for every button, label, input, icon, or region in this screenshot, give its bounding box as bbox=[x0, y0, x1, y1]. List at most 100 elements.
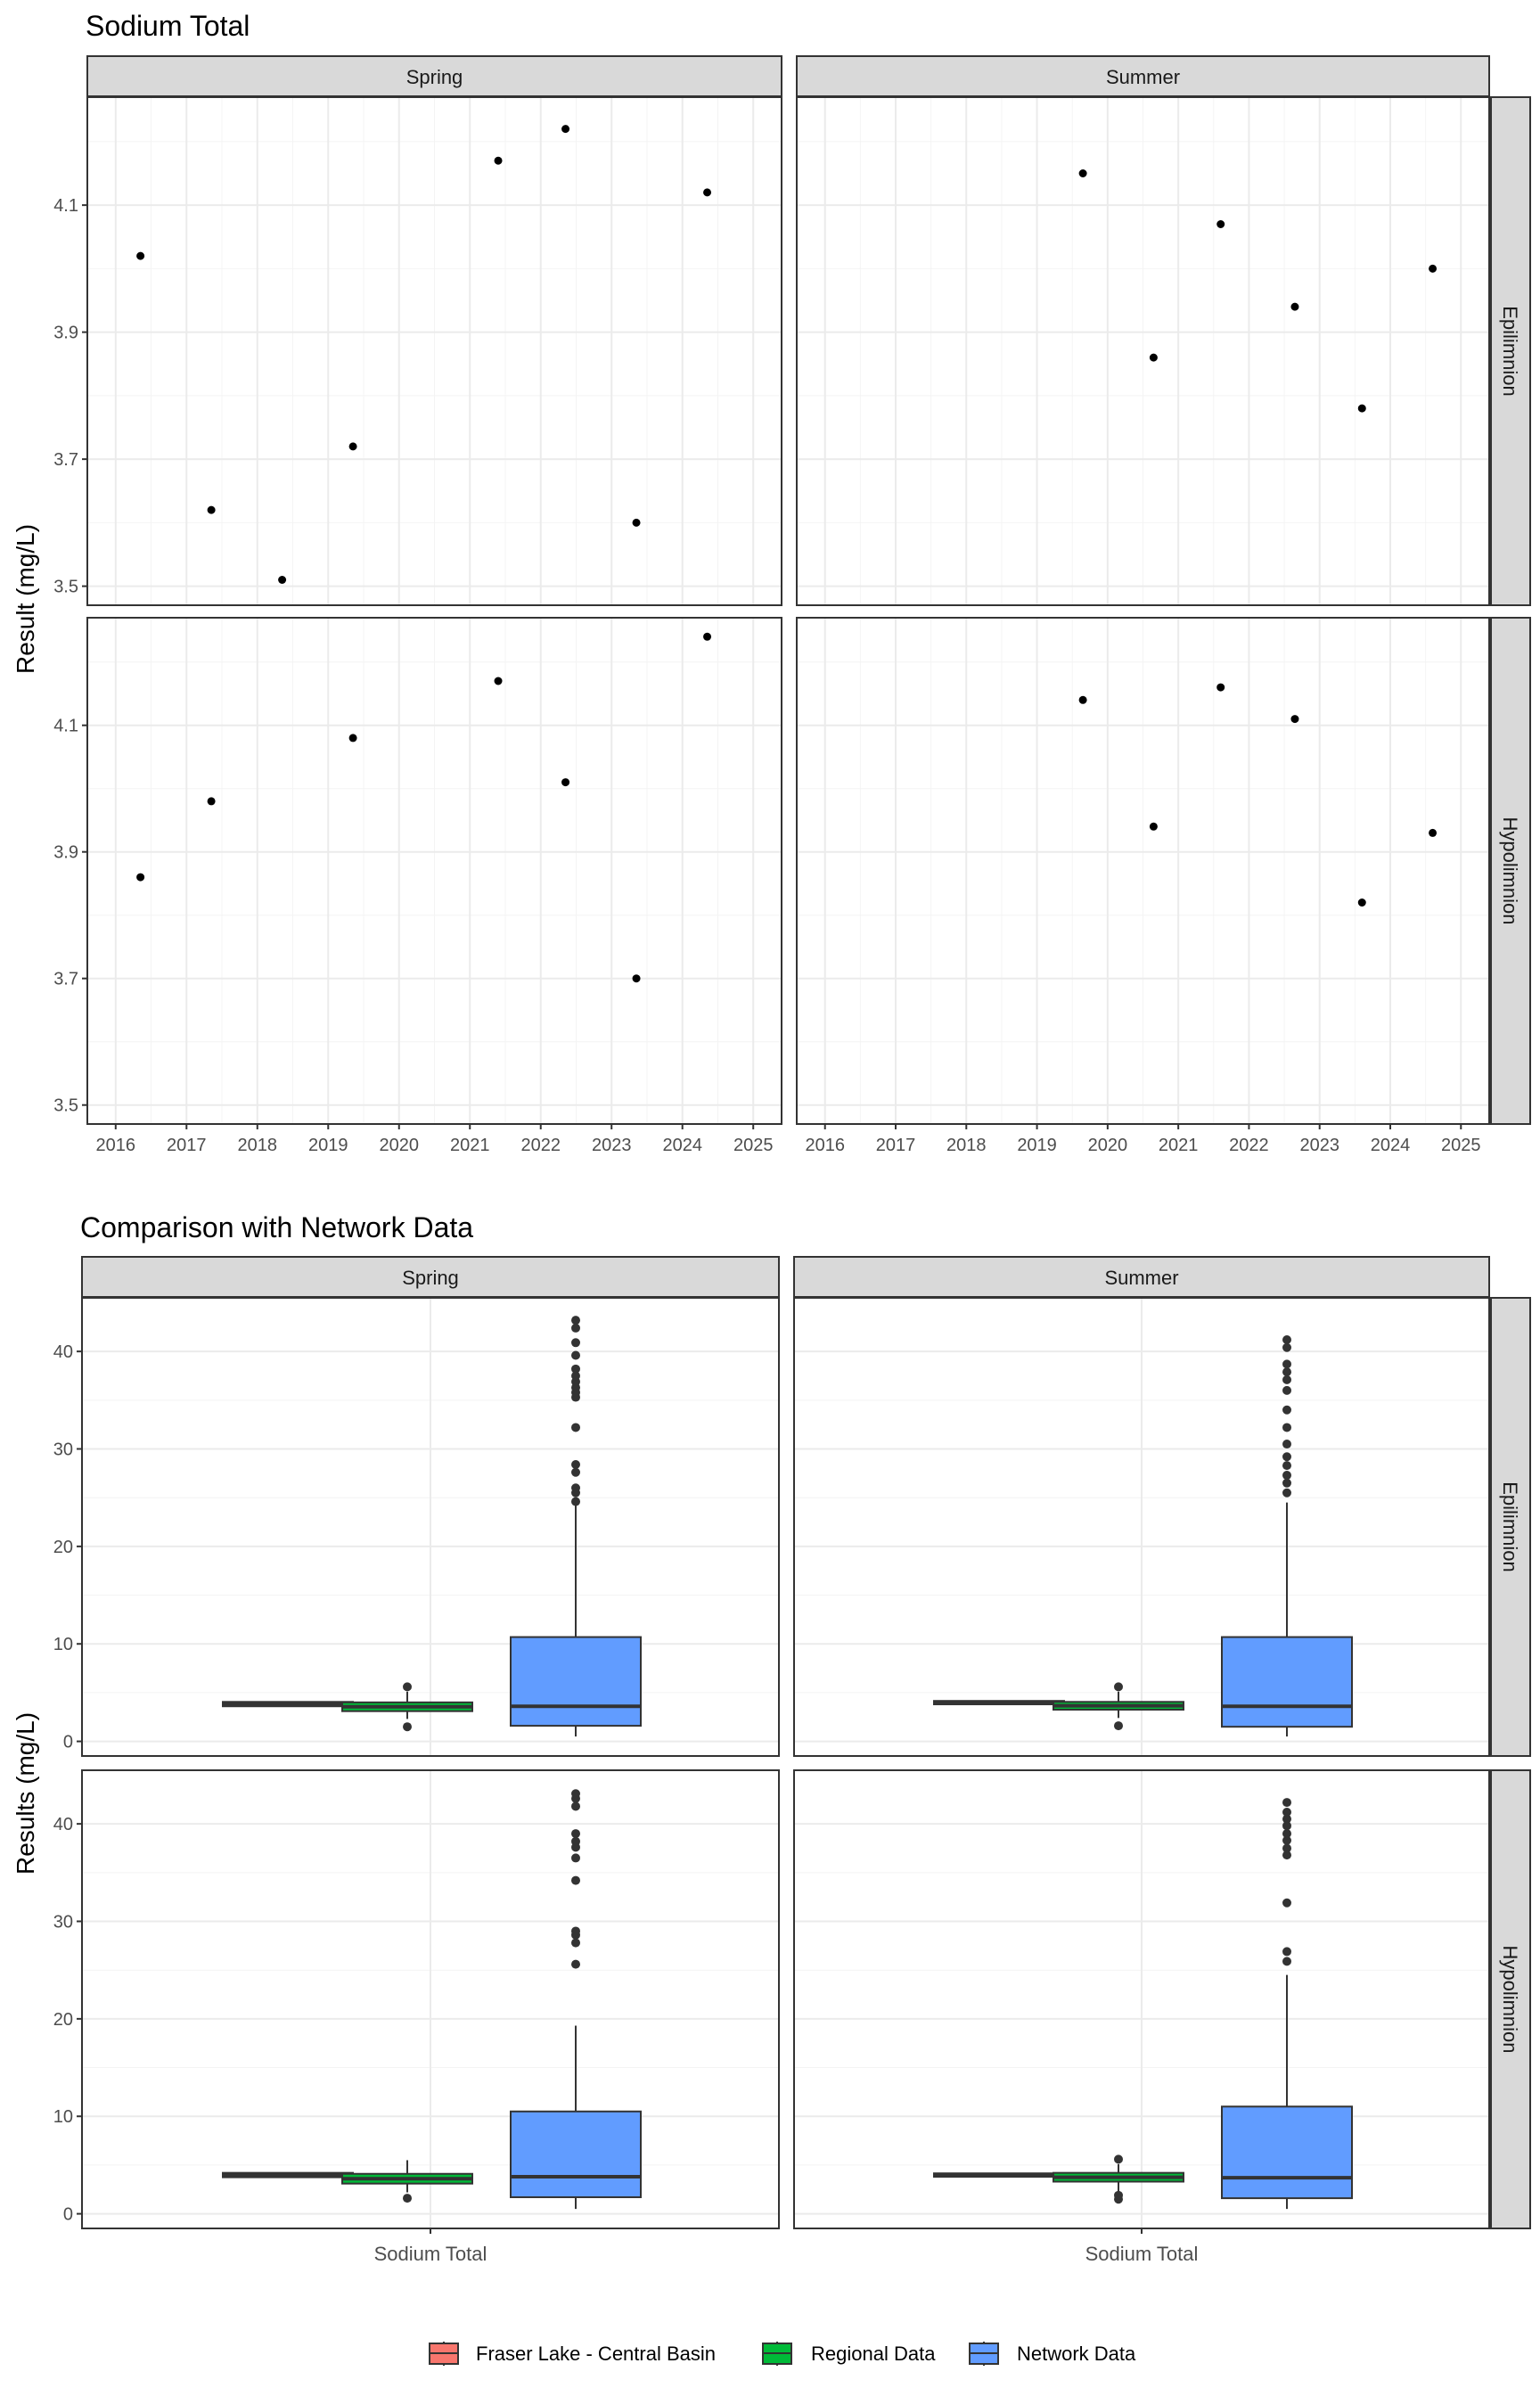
box-body bbox=[1221, 2105, 1353, 2200]
box-strip-spring bbox=[81, 1256, 780, 1298]
data-point bbox=[1149, 822, 1158, 831]
data-point bbox=[632, 518, 641, 527]
y-tick-label: 4.1 bbox=[53, 717, 78, 736]
outlier-point bbox=[571, 1364, 580, 1374]
box-title: Comparison with Network Data bbox=[80, 1211, 473, 1243]
data-point bbox=[278, 576, 287, 584]
y-tick-label: 40 bbox=[53, 1342, 73, 1362]
outlier-point bbox=[1282, 1957, 1291, 1966]
data-point bbox=[1078, 169, 1087, 177]
outlier-point bbox=[1282, 1835, 1291, 1845]
outlier-point bbox=[571, 1350, 580, 1360]
y-tick-label: 3.7 bbox=[53, 450, 78, 470]
y-tick-label: 10 bbox=[53, 2107, 73, 2127]
x-tick-label: 2025 bbox=[1441, 1136, 1481, 1155]
box-body bbox=[510, 2110, 642, 2199]
outlier-point bbox=[1282, 1359, 1291, 1369]
strip-spring-label: Spring bbox=[406, 66, 463, 88]
y-tick-label: 3.5 bbox=[53, 1096, 78, 1116]
y-tick-label: 3.9 bbox=[53, 324, 78, 343]
outlier-point bbox=[1282, 1385, 1291, 1395]
box-strip-summer-label: Summer bbox=[1104, 1267, 1178, 1289]
data-point bbox=[1429, 828, 1438, 837]
strip-hypolimnion bbox=[1490, 617, 1531, 1125]
y-tick-label: 4.1 bbox=[53, 196, 78, 216]
x-tick-label: 2016 bbox=[96, 1136, 136, 1155]
x-tick-label: 2022 bbox=[1229, 1136, 1269, 1155]
data-point bbox=[703, 188, 712, 197]
data-point bbox=[207, 505, 216, 514]
scatter-y-axis-label: Result (mg/L) bbox=[12, 524, 39, 674]
outlier-point bbox=[403, 1682, 412, 1692]
outlier-point bbox=[571, 1959, 580, 1969]
strip-summer bbox=[796, 55, 1490, 97]
data-point bbox=[494, 156, 503, 165]
outlier-point bbox=[571, 1338, 580, 1348]
outlier-point bbox=[1282, 1808, 1291, 1818]
outlier-point bbox=[571, 1371, 580, 1381]
box-panel bbox=[793, 1297, 1490, 1757]
outlier-point bbox=[1282, 1405, 1291, 1415]
x-tick-label: 2019 bbox=[1017, 1136, 1057, 1155]
box-strip-epilimnion-label: Epilimnion bbox=[1499, 1481, 1521, 1572]
data-point bbox=[1078, 695, 1087, 704]
scatter-panel: 3.5 3.7 3.9 4.1 2016 2017 2018 2019 2020 2021 2022… bbox=[53, 617, 782, 1155]
x-tick-label: 2020 bbox=[1088, 1136, 1128, 1155]
outlier-point bbox=[571, 1926, 580, 1936]
x-tick-label: 2024 bbox=[662, 1136, 702, 1155]
data-point bbox=[561, 125, 570, 134]
panel-border bbox=[793, 1297, 1490, 1757]
y-tick-label: 30 bbox=[53, 1440, 73, 1460]
data-point bbox=[1290, 715, 1299, 724]
strip-spring bbox=[86, 55, 782, 97]
x-tick-label: 2023 bbox=[1299, 1136, 1339, 1155]
data-point bbox=[1216, 220, 1225, 228]
data-point bbox=[1357, 404, 1366, 413]
outlier-point bbox=[1114, 1721, 1123, 1731]
box-strip-summer bbox=[793, 1256, 1490, 1298]
data-point bbox=[136, 873, 145, 882]
box-panel: 0 10 20 30 40 bbox=[53, 1297, 780, 1757]
outlier-point bbox=[1282, 1374, 1291, 1384]
x-tick-label: 2016 bbox=[805, 1136, 845, 1155]
y-tick-label: 0 bbox=[63, 2205, 73, 2225]
outlier-point bbox=[1282, 1342, 1291, 1352]
outlier-point bbox=[571, 1829, 580, 1839]
outlier-point bbox=[1114, 2190, 1123, 2200]
outlier-point bbox=[1282, 1821, 1291, 1831]
outlier-point bbox=[1282, 1814, 1291, 1824]
outlier-point bbox=[571, 1483, 580, 1493]
y-tick-label: 0 bbox=[63, 1733, 73, 1752]
scatter-panel: 3.5 3.7 3.9 4.1 bbox=[53, 96, 782, 606]
outlier-point bbox=[571, 1423, 580, 1432]
x-tick-label: 2020 bbox=[380, 1136, 420, 1155]
data-point bbox=[632, 974, 641, 983]
outlier-point bbox=[571, 1853, 580, 1863]
outlier-point bbox=[1282, 1367, 1291, 1377]
outlier-point bbox=[1114, 1682, 1123, 1692]
data-point bbox=[348, 442, 357, 451]
strip-hypolimnion-label: Hypolimnion bbox=[1499, 816, 1521, 924]
outlier-point bbox=[1282, 1798, 1291, 1808]
data-point bbox=[1216, 683, 1225, 692]
box-layer: 0 10 20 30 40 0 10 20 30 40 bbox=[53, 1297, 1490, 2234]
x-tick-label: 2023 bbox=[592, 1136, 632, 1155]
outlier-point bbox=[1282, 1440, 1291, 1449]
outlier-point bbox=[1282, 1471, 1291, 1481]
scatter-panel bbox=[796, 96, 1490, 606]
outlier-point bbox=[571, 1467, 580, 1477]
y-tick-label: 20 bbox=[53, 1538, 73, 1557]
box-strip-hypolimnion-label: Hypolimnion bbox=[1499, 1945, 1521, 2053]
outlier-point bbox=[403, 1722, 412, 1732]
outlier-point bbox=[571, 1801, 580, 1811]
outlier-point bbox=[571, 1323, 580, 1333]
legend-label-fraser-lake: Fraser Lake - Central Basin bbox=[476, 2343, 716, 2365]
panel-border bbox=[796, 96, 1490, 606]
y-tick-label: 30 bbox=[53, 1913, 73, 1932]
y-tick-label: 3.9 bbox=[53, 843, 78, 863]
box-panel: 0 10 20 30 40 bbox=[53, 1769, 780, 2234]
outlier-point bbox=[571, 1875, 580, 1885]
scatter-panel: 2016 2017 2018 2019 2020 2021 2022 2023 2024 2025 bbox=[796, 617, 1490, 1155]
x-tick-label: 2018 bbox=[946, 1136, 987, 1155]
